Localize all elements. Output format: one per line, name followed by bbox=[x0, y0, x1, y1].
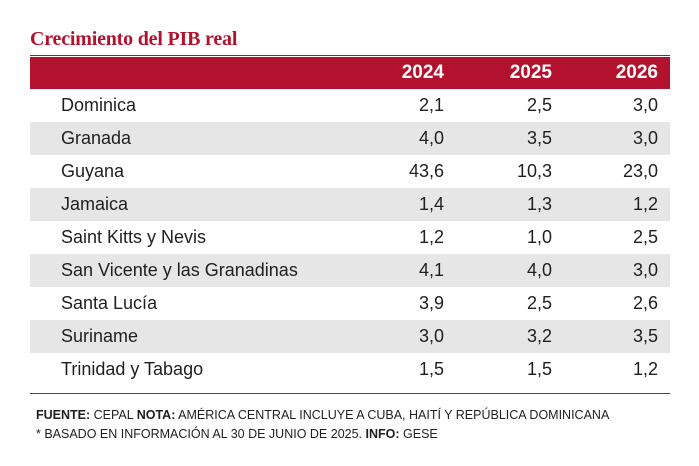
country-name: Guyana bbox=[61, 161, 125, 181]
value-2026: 3,5 bbox=[632, 326, 658, 346]
notes-line-2: * BASADO EN INFORMACIÓN AL 30 DE JUNIO D… bbox=[36, 425, 609, 444]
value-2026: 2,5 bbox=[632, 227, 658, 247]
info-value: GESE bbox=[399, 427, 438, 441]
column-header-2026: 2026 bbox=[615, 62, 658, 83]
table-row: Guyana 43,6 10,3 23,0 bbox=[30, 155, 670, 188]
fuente-value: CEPAL bbox=[90, 408, 137, 422]
value-2025: 2,5 bbox=[526, 293, 552, 313]
country-name: Trinidad y Tabago bbox=[61, 359, 204, 379]
value-2024: 2,1 bbox=[418, 95, 444, 115]
value-2024: 43,6 bbox=[408, 161, 444, 181]
table-row: Jamaica 1,4 1,3 1,2 bbox=[30, 188, 670, 221]
value-2026: 3,0 bbox=[632, 95, 658, 115]
table-body: Dominica 2,1 2,5 3,0 Granada 4,0 3,5 3,0… bbox=[30, 89, 670, 386]
value-2025: 3,2 bbox=[526, 326, 552, 346]
table-row: Suriname 3,0 3,2 3,5 bbox=[30, 320, 670, 353]
country-name: Dominica bbox=[61, 95, 137, 115]
value-2025: 10,3 bbox=[516, 161, 552, 181]
country-name: Suriname bbox=[61, 326, 139, 346]
table-title: Crecimiento del PIB real bbox=[30, 28, 238, 50]
nota-value: AMÉRICA CENTRAL INCLUYE A CUBA, HAITÍ Y … bbox=[175, 408, 610, 422]
country-name: Jamaica bbox=[61, 194, 129, 214]
value-2026: 3,0 bbox=[632, 260, 658, 280]
country-name: Santa Lucía bbox=[61, 293, 158, 313]
nota-label: NOTA: bbox=[136, 408, 176, 422]
table-row: Saint Kitts y Nevis 1,2 1,0 2,5 bbox=[30, 221, 670, 254]
value-2024: 3,9 bbox=[418, 293, 444, 313]
value-2024: 1,4 bbox=[418, 194, 444, 214]
country-name: Granada bbox=[61, 128, 132, 148]
fuente-label: FUENTE: bbox=[36, 408, 91, 422]
value-2024: 1,5 bbox=[418, 359, 444, 379]
value-2026: 2,6 bbox=[632, 293, 658, 313]
value-2025: 2,5 bbox=[526, 95, 552, 115]
table-row: Dominica 2,1 2,5 3,0 bbox=[30, 89, 670, 122]
country-name: Saint Kitts y Nevis bbox=[61, 227, 207, 247]
table-row: Granada 4,0 3,5 3,0 bbox=[30, 122, 670, 155]
value-2025: 4,0 bbox=[526, 260, 552, 280]
value-2024: 3,0 bbox=[418, 326, 444, 346]
table-row: Santa Lucía 3,9 2,5 2,6 bbox=[30, 287, 670, 320]
value-2025: 1,5 bbox=[526, 359, 552, 379]
value-2025: 1,3 bbox=[526, 194, 552, 214]
footer-divider bbox=[30, 393, 670, 394]
column-header-2024: 2024 bbox=[401, 62, 444, 83]
column-header-2025: 2025 bbox=[509, 62, 552, 83]
table-row: Trinidad y Tabago 1,5 1,5 1,2 bbox=[30, 353, 670, 386]
info-label: INFO: bbox=[365, 427, 400, 441]
title-divider bbox=[30, 55, 670, 56]
basis-note: * BASADO EN INFORMACIÓN AL 30 DE JUNIO D… bbox=[36, 427, 366, 441]
value-2026: 23,0 bbox=[622, 161, 658, 181]
value-2024: 4,1 bbox=[418, 260, 444, 280]
value-2025: 1,0 bbox=[526, 227, 552, 247]
table-header: 2024 2025 2026 bbox=[30, 57, 670, 89]
value-2026: 1,2 bbox=[632, 359, 658, 379]
notes-line-1: FUENTE: CEPAL NOTA: AMÉRICA CENTRAL INCL… bbox=[36, 406, 609, 425]
source-notes: FUENTE: CEPAL NOTA: AMÉRICA CENTRAL INCL… bbox=[36, 406, 609, 444]
value-2024: 1,2 bbox=[418, 227, 444, 247]
value-2025: 3,5 bbox=[526, 128, 552, 148]
country-name: San Vicente y las Granadinas bbox=[61, 260, 298, 280]
value-2026: 1,2 bbox=[632, 194, 658, 214]
value-2026: 3,0 bbox=[632, 128, 658, 148]
table-row: San Vicente y las Granadinas 4,1 4,0 3,0 bbox=[30, 254, 670, 287]
value-2024: 4,0 bbox=[418, 128, 444, 148]
